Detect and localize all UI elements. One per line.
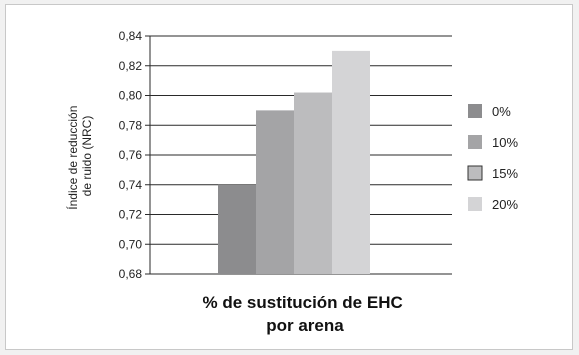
y-tick-label: 0,84	[119, 29, 143, 43]
y-tick-label: 0,82	[119, 59, 143, 73]
bar-15%	[294, 92, 332, 275]
y-tick-label: 0,70	[119, 237, 143, 251]
y-tick-label: 0,76	[119, 148, 143, 162]
x-axis-label: % de sustitución de EHC por arena	[203, 293, 408, 335]
y-tick-label: 0,72	[119, 208, 143, 222]
y-tick-label: 0,78	[119, 118, 143, 132]
legend-swatch	[468, 197, 482, 211]
y-tick-label: 0,80	[119, 89, 143, 103]
legend-swatch	[467, 165, 483, 181]
legend-label: 20%	[492, 197, 518, 212]
y-tick-label: 0,68	[119, 267, 143, 281]
legend-label: 10%	[492, 135, 518, 150]
bar-10%	[256, 110, 294, 274]
bars	[218, 50, 370, 275]
y-axis-label: Índice de reducción de ruido (NRC)	[65, 102, 94, 209]
bar-20%	[332, 50, 370, 274]
legend-swatch	[468, 104, 482, 118]
legend-swatch	[468, 135, 482, 149]
y-tick-label: 0,74	[119, 178, 143, 192]
legend-label: 15%	[492, 166, 518, 181]
bar-0%	[218, 184, 256, 274]
y-tick-labels: 0,68 0,70 0,72 0,74 0,76 0,78 0,80 0,82 0,84	[119, 29, 143, 281]
legend-label: 0%	[492, 104, 511, 119]
legend: 0% 10% 15% 20%	[467, 104, 518, 212]
